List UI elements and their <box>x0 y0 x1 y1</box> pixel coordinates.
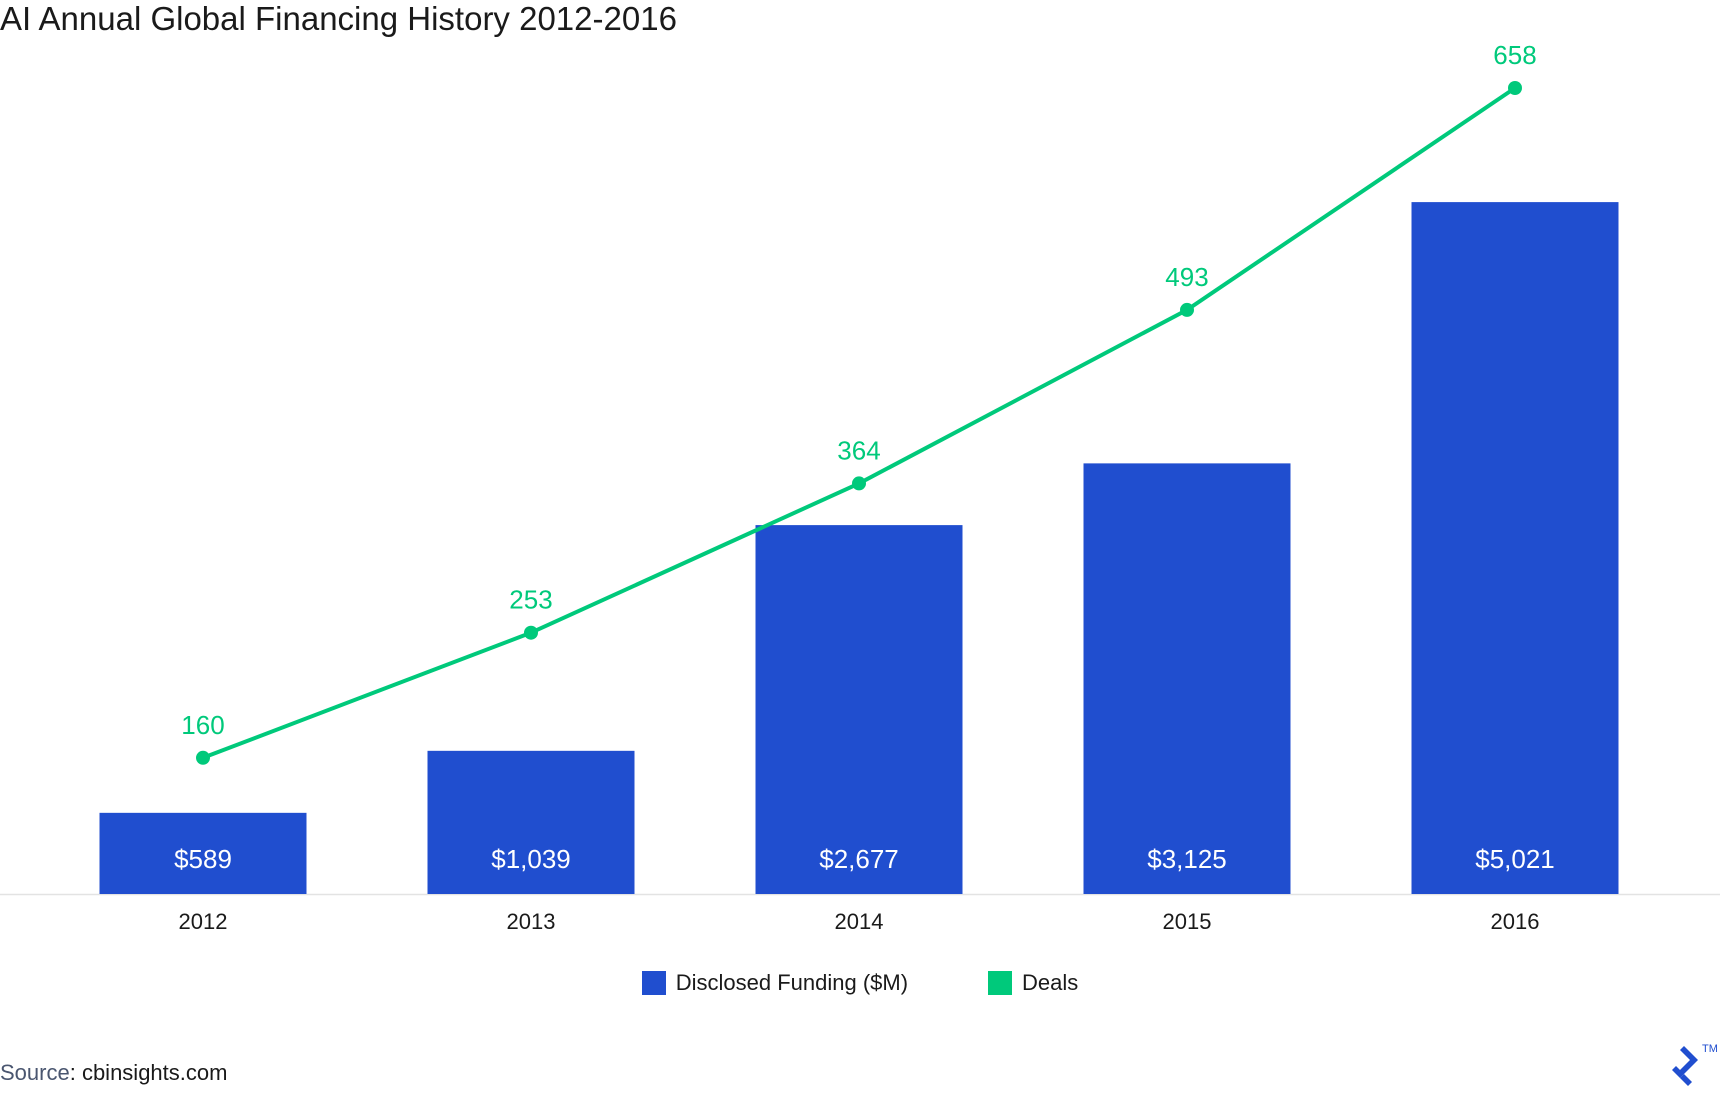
source-note: Source: cbinsights.com <box>0 1060 227 1086</box>
source-value: : cbinsights.com <box>69 1060 228 1085</box>
legend-swatch-funding <box>641 971 666 995</box>
bar-label: $2,677 <box>819 844 899 874</box>
deals-label: 253 <box>509 585 552 615</box>
deals-label: 364 <box>837 435 880 465</box>
deals-point-2012 <box>196 750 210 765</box>
legend: Disclosed Funding ($M) Deals <box>0 970 1720 996</box>
bar-label: $3,125 <box>1147 844 1227 874</box>
toptal-logo: TM <box>1668 1040 1720 1095</box>
deals-label: 160 <box>181 710 224 740</box>
legend-item-funding: Disclosed Funding ($M) <box>641 970 909 996</box>
deals-point-2013 <box>524 625 538 640</box>
bar-2016 <box>1411 202 1619 894</box>
deals-label: 658 <box>1493 40 1536 70</box>
deals-point-2015 <box>1180 302 1194 317</box>
bar-2015 <box>1083 463 1291 894</box>
deals-point-2016 <box>1508 80 1522 95</box>
deals-label: 493 <box>1165 262 1208 292</box>
bar-label: $5,021 <box>1475 844 1555 874</box>
bar-2013 <box>427 750 635 894</box>
bar-2012 <box>99 812 307 894</box>
bar-label: $589 <box>174 844 232 874</box>
legend-swatch-deals <box>988 971 1013 995</box>
x-tick-label: 2014 <box>835 909 884 934</box>
logo-tm: TM <box>1702 1043 1718 1055</box>
chart-title: AI Annual Global Financing History 2012-… <box>0 0 677 37</box>
legend-label: Deals <box>1022 970 1079 995</box>
x-tick-label: 2012 <box>179 909 228 934</box>
deals-point-2014 <box>852 476 866 491</box>
x-tick-label: 2016 <box>1491 909 1540 934</box>
chart: $589 2012 $1,039 2013 $2,677 2014 $3,125 2015 $5… <box>0 40 1720 934</box>
bar-2014 <box>755 525 963 894</box>
bar-label: $1,039 <box>491 844 571 874</box>
source-label: Source <box>0 1060 70 1085</box>
x-tick-label: 2015 <box>1163 909 1212 934</box>
legend-label: Disclosed Funding ($M) <box>675 970 909 995</box>
x-tick-label: 2013 <box>507 909 556 934</box>
legend-item-deals: Deals <box>988 970 1078 996</box>
